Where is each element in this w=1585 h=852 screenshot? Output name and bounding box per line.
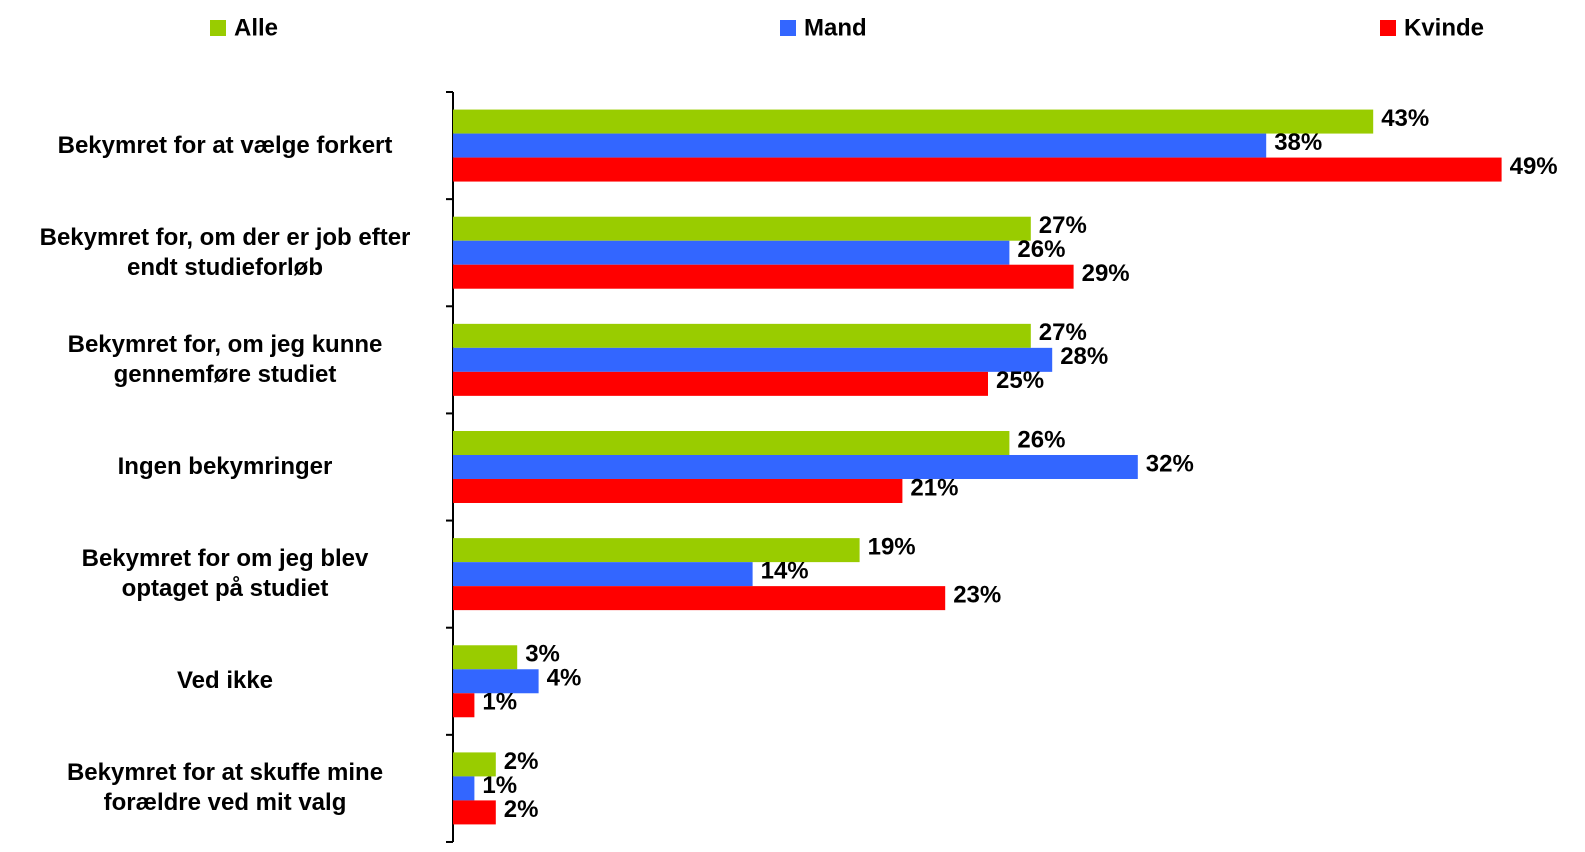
value-label: 25%: [996, 367, 1044, 394]
bar: [453, 586, 946, 611]
bar: [453, 371, 988, 396]
category-label: Ingen bekymringer: [117, 452, 333, 480]
value-label: 28%: [1060, 343, 1108, 370]
value-label: 19%: [868, 533, 916, 560]
value-label: 26%: [1017, 236, 1065, 263]
value-label: 23%: [953, 581, 1001, 608]
value-label: 4%: [547, 665, 582, 692]
bar: [453, 693, 475, 718]
bar: [453, 776, 475, 801]
value-label: 27%: [1039, 212, 1087, 239]
bar: [453, 430, 1010, 455]
bar: [453, 347, 1053, 372]
value-label: 3%: [525, 641, 560, 668]
bar: [453, 800, 496, 825]
value-label: 26%: [1017, 426, 1065, 453]
legend-swatch: [210, 20, 226, 36]
bar: [453, 645, 518, 670]
value-label: 32%: [1146, 450, 1194, 477]
value-label: 1%: [482, 689, 517, 716]
category-label: Bekymret for, om der er job efter endt s…: [39, 223, 411, 281]
bar: [453, 240, 1010, 265]
value-label: 2%: [504, 748, 539, 775]
bar: [453, 669, 539, 694]
bar: [453, 478, 903, 503]
value-label: 27%: [1039, 319, 1087, 346]
bar: [453, 454, 1138, 479]
category-label: Bekymret for at skuffe mine forældre ved…: [66, 759, 384, 817]
category-label: Bekymret for, om jeg kunne gennemføre st…: [67, 330, 383, 388]
bar: [453, 157, 1502, 182]
bar: [453, 264, 1074, 289]
bar: [453, 323, 1031, 348]
bar: [453, 109, 1374, 134]
legend-label: Alle: [234, 14, 278, 41]
bar: [453, 752, 496, 777]
value-label: 1%: [482, 772, 517, 799]
bar: [453, 538, 860, 563]
category-label: Ved ikke: [176, 667, 274, 695]
category-label: Bekymret for om jeg blev optaget på stud…: [81, 545, 369, 603]
legend-label: Mand: [804, 14, 867, 41]
bar: [453, 216, 1031, 241]
legend-swatch: [780, 20, 796, 36]
value-label: 49%: [1510, 153, 1558, 180]
legend-label: Kvinde: [1404, 14, 1484, 41]
category-label: Bekymret for at vælge forkert: [57, 131, 393, 159]
bar: [453, 562, 753, 587]
value-label: 38%: [1274, 129, 1322, 156]
value-label: 29%: [1082, 260, 1130, 287]
value-label: 21%: [910, 474, 958, 501]
bar: [453, 133, 1267, 158]
value-label: 43%: [1381, 105, 1429, 132]
value-label: 2%: [504, 796, 539, 823]
value-label: 14%: [761, 557, 809, 584]
legend-swatch: [1380, 20, 1396, 36]
